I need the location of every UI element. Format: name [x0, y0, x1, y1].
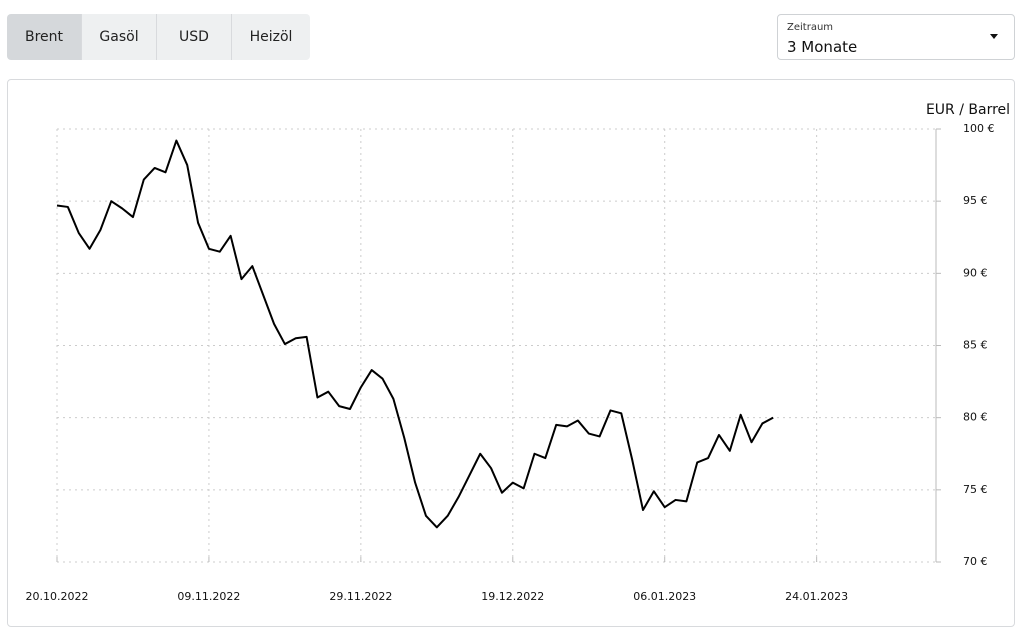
tab[interactable]: Brent: [7, 14, 82, 60]
chart-panel: [7, 79, 1015, 627]
tab-bar: Brent Gasöl USD Heizöl: [7, 14, 310, 60]
x-tick-label: 29.11.2022: [329, 590, 392, 603]
y-tick-label: 70 €: [963, 555, 988, 568]
y-tick-label: 75 €: [963, 483, 988, 496]
y-axis-label: EUR / Barrel: [926, 102, 1010, 118]
dropdown-value: 3 Monate: [787, 38, 858, 56]
x-tick-label: 20.10.2022: [26, 590, 89, 603]
dropdown-label: Zeitraum: [787, 22, 834, 33]
y-tick-label: 90 €: [963, 266, 988, 279]
tab[interactable]: Gasöl: [82, 14, 157, 60]
y-tick-label: 100 €: [963, 122, 995, 135]
line: [56, 139, 774, 529]
tab[interactable]: USD: [157, 14, 232, 60]
tab[interactable]: Heizöl: [232, 14, 310, 60]
x-tick-label: 09.11.2022: [177, 590, 240, 603]
x-tick-label: 06.01.2023: [633, 590, 696, 603]
x-tick-label: 24.01.2023: [785, 590, 848, 603]
y-tick-label: 80 €: [963, 411, 988, 424]
y-tick-label: 85 €: [963, 339, 988, 352]
x-tick-label: 19.12.2022: [481, 590, 544, 603]
y-tick-label: 95 €: [963, 194, 988, 207]
dropdown[interactable]: Zeitraum 3 Monate: [777, 14, 1015, 60]
dropdown-arrow: [990, 34, 998, 39]
